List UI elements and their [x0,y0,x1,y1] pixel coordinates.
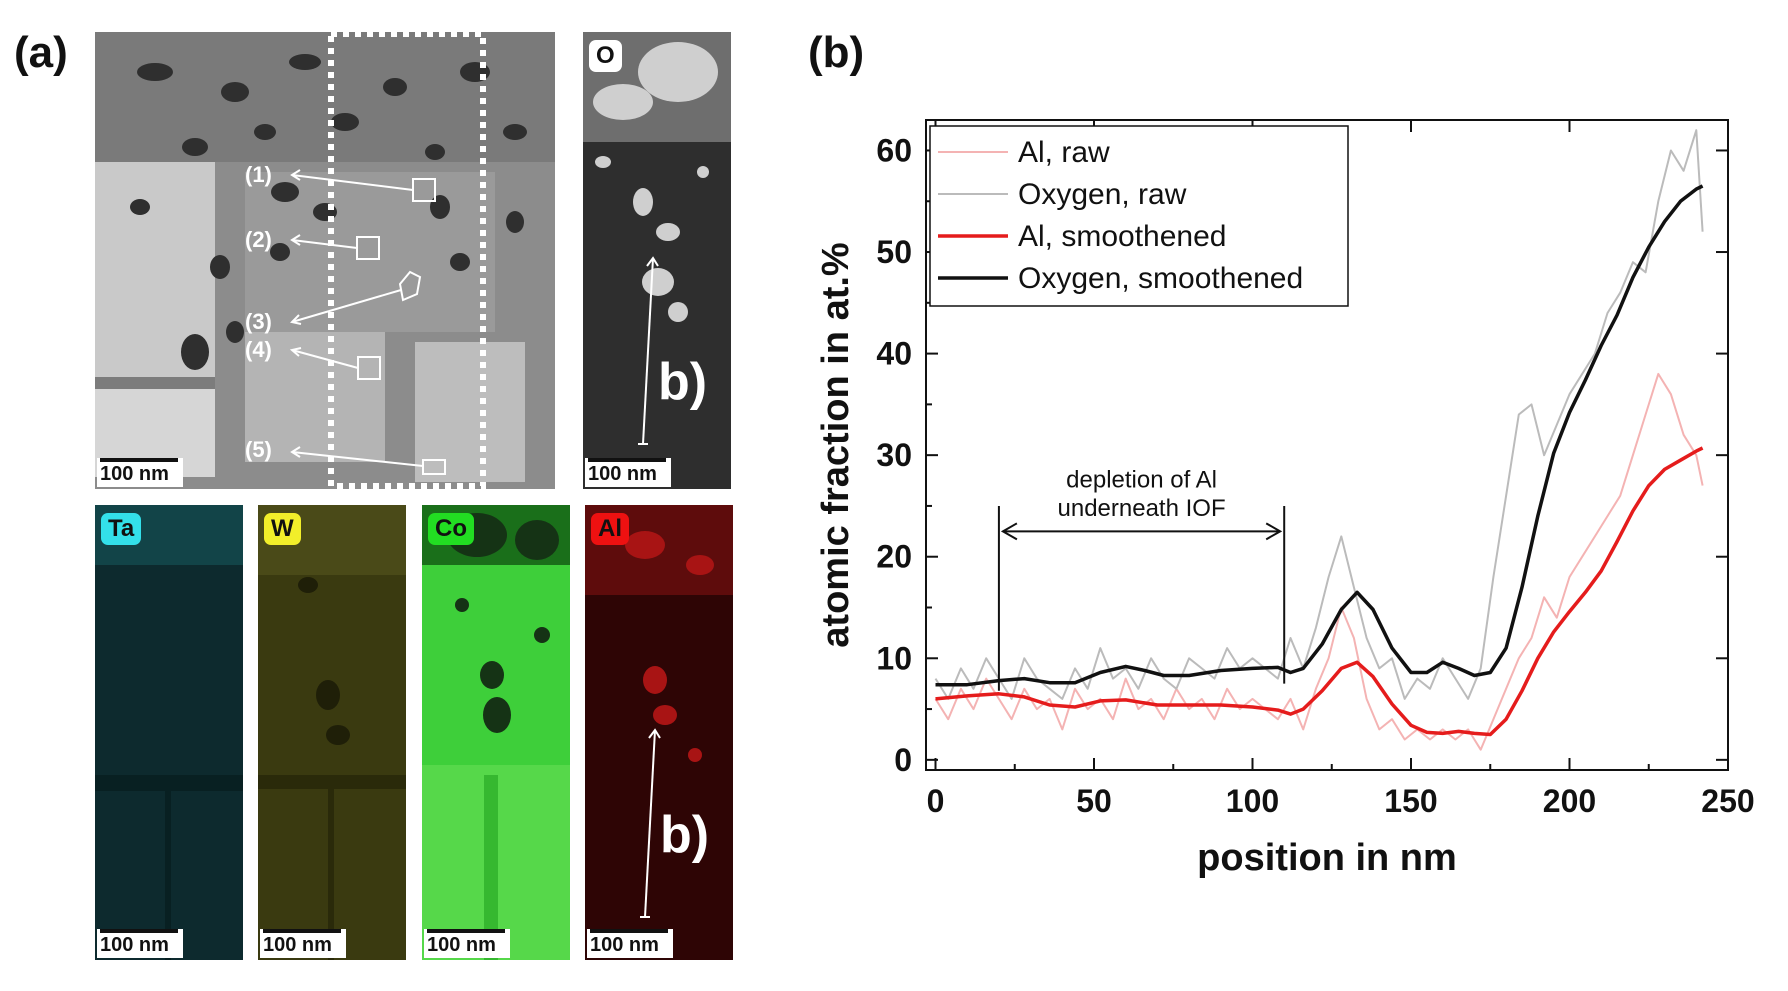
scale-bar-label-w: 100 nm [263,934,332,956]
y-axis-label: atomic fraction in at.% [815,242,857,647]
plot-frame [925,119,1729,771]
annotation-text-line1: depletion of Al [1066,467,1217,494]
scale-bar-ta: 100 nm [97,929,183,958]
legend: Al, raw Oxygen, raw Al, smoothened Oxygen, … [929,125,1349,307]
y-tick-label: 0 [894,742,912,778]
element-tag-w: W [264,513,301,545]
profile-line-label-al: b) [660,806,710,864]
region-label-1: (1) [245,162,272,187]
axes: 0 50 100 150 200 250 0 10 20 30 40 50 60 position in … [815,120,1755,879]
legend-box [929,125,1349,307]
annotation-text-line2: underneath IOF [1058,495,1226,522]
annotation-arrowhead-right [1265,522,1283,541]
x-tick-label: 150 [1384,783,1437,819]
legend-label-4: Oxygen, smoothened [1018,262,1303,295]
legend-label-3: Al, smoothened [1018,220,1226,253]
tantalum-map-image [95,505,243,960]
scale-bar-co: 100 nm [424,929,510,958]
profile-line-label-o: b) [658,353,708,411]
y-tick-label: 20 [876,539,912,575]
legend-label-1: Al, raw [1018,136,1110,169]
oxygen-map-image [583,32,731,445]
aluminium-map-image [585,505,733,918]
x-tick-label: 250 [1701,783,1754,819]
cobalt-map-image [422,505,570,960]
region-label-4: (4) [245,337,272,362]
line-profile-chart: 0 50 100 150 200 250 0 10 20 30 40 50 60 position in … [815,119,1755,879]
series-line-1 [934,372,1704,751]
y-tick-label: 40 [876,336,912,372]
region-label-2: (2) [245,227,272,252]
y-tick-label: 30 [876,437,912,473]
x-tick-label: 200 [1543,783,1596,819]
scale-bar-label-ta: 100 nm [100,934,169,956]
y-tick-label: 10 [876,640,912,676]
region-label-3: (3) [245,309,272,334]
series-layer [934,129,1704,751]
tungsten-map: W 100 nm [258,505,406,960]
x-tick-label: 100 [1226,783,1279,819]
scale-bar-label-al: 100 nm [590,934,659,956]
oxygen-map: O b) 100 nm [583,32,731,489]
scale-bar: 100 nm [97,458,183,487]
tem-image [95,32,555,489]
plot-area [925,119,1729,771]
aluminium-map: Al b) 100 nm [585,505,733,960]
scale-bar-label: 100 nm [100,463,169,485]
tem-micrograph: (1) (2) (3) (4) (5) 100 nm [95,32,555,489]
series-line-3 [935,446,1704,737]
tantalum-map: Ta 100 nm [95,505,243,960]
legend-label-2: Oxygen, raw [1018,178,1187,211]
y-tick-label: 60 [876,132,912,168]
x-tick-label: 50 [1076,783,1112,819]
region-label-5: (5) [245,437,272,462]
element-tag-o: O [589,40,622,72]
panel-b-label: (b) [808,28,865,77]
element-tag-ta: Ta [101,513,142,545]
scale-bar-label-o: 100 nm [588,463,657,485]
tungsten-map-image [258,505,406,960]
series-line-2 [934,129,1704,700]
x-axis-label: position in nm [1197,837,1457,879]
element-tag-co: Co [428,513,474,545]
scale-bar-label-co: 100 nm [427,934,496,956]
scale-bar-w: 100 nm [260,929,346,958]
annotation-arrowhead-left [1000,522,1018,541]
cobalt-map: Co 100 nm [422,505,570,960]
scale-bar-o: 100 nm [585,458,671,487]
y-tick-label: 50 [876,234,912,270]
element-tag-al: Al [591,513,629,545]
series-line-4 [935,184,1704,687]
panel-a-label: (a) [14,28,68,77]
x-tick-label: 0 [927,783,945,819]
scale-bar-al: 100 nm [587,929,673,958]
